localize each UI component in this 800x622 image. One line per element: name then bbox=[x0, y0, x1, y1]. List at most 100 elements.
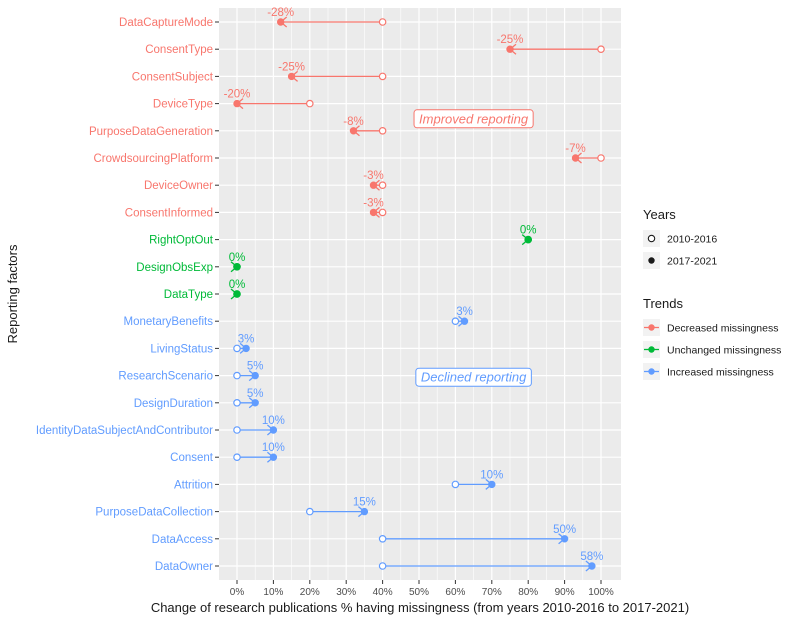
category-label: RightOptOut bbox=[149, 235, 214, 247]
point-2010-2016 bbox=[597, 154, 605, 162]
dumbbell-DeviceOwner: -3% bbox=[363, 170, 387, 191]
point-2010-2016 bbox=[378, 127, 387, 135]
legend-year-label: 2010-2016 bbox=[667, 234, 717, 246]
change-label: 50% bbox=[553, 524, 576, 536]
point-2010-2016 bbox=[597, 45, 605, 54]
point-2017-2021 bbox=[251, 399, 259, 407]
point-2010-2016 bbox=[378, 562, 387, 570]
point-2010-2016 bbox=[305, 507, 314, 516]
legend-trend-point bbox=[648, 324, 655, 331]
annotations: Improved reporting Declined reporting bbox=[413, 109, 534, 387]
point-2017-2021 bbox=[349, 127, 358, 135]
point-2010-2016 bbox=[233, 453, 241, 462]
dumbbell-IdentityDataSubjectAndContributor: 10% bbox=[233, 415, 285, 436]
legend-trend-label: Increased missingness bbox=[667, 367, 774, 379]
x-tick-label: 90% bbox=[555, 587, 575, 598]
point-2010-2016 bbox=[378, 18, 387, 26]
point-2010-2016 bbox=[378, 208, 387, 217]
change-label: -7% bbox=[565, 143, 585, 155]
legend: Years 2010-2016 2017-2021 Trends Decreased m… bbox=[643, 207, 781, 380]
legend-trend-label: Unchanged missingness bbox=[667, 345, 781, 357]
x-tick-label: 40% bbox=[373, 587, 393, 598]
point-2017-2021 bbox=[369, 181, 378, 189]
category-label: MonetaryBenefits bbox=[124, 316, 214, 328]
dumbbell-ConsentInformed: -3% bbox=[363, 197, 387, 218]
change-label: -20% bbox=[224, 89, 251, 101]
x-tick-label: 0% bbox=[230, 587, 245, 598]
change-label: 5% bbox=[247, 388, 264, 400]
point-2017-2021 bbox=[233, 99, 241, 108]
change-label: -25% bbox=[497, 34, 524, 46]
category-label: DeviceOwner bbox=[144, 180, 213, 192]
change-label: 3% bbox=[456, 306, 473, 318]
annotation-increased: Declined reporting bbox=[415, 367, 532, 387]
point-2010-2016 bbox=[233, 398, 241, 407]
point-2010-2016 bbox=[451, 480, 460, 489]
dumbbell-DataOwner: 58% bbox=[378, 551, 603, 572]
dumbbell-ConsentType: -25% bbox=[497, 34, 605, 55]
category-label: Consent bbox=[170, 452, 214, 464]
point-2017-2021 bbox=[276, 18, 285, 26]
x-tick-label: 50% bbox=[409, 587, 429, 598]
point-2010-2016 bbox=[451, 317, 460, 326]
dumbbell-DataAccess: 50% bbox=[378, 524, 576, 545]
dumbbell-Attrition: 10% bbox=[451, 469, 503, 490]
category-label: Attrition bbox=[174, 479, 213, 491]
y-axis-categories: DataCaptureMode ConsentType ConsentSubject… bbox=[36, 17, 219, 573]
annotation-box bbox=[413, 109, 534, 129]
annotation-text: Improved reporting bbox=[419, 111, 529, 126]
y-axis-title: Reporting factors bbox=[5, 244, 20, 343]
legend-open-circle bbox=[647, 234, 656, 243]
annotation-text: Declined reporting bbox=[421, 370, 527, 385]
dumbbell-DataCaptureMode: -28% bbox=[267, 7, 387, 28]
dumbbell-ConsentSubject: -25% bbox=[278, 61, 387, 82]
change-label: 5% bbox=[247, 361, 264, 373]
change-label: 3% bbox=[238, 333, 255, 345]
x-tick-label: 20% bbox=[300, 587, 320, 598]
change-label: -3% bbox=[363, 170, 383, 182]
x-tick-label: 30% bbox=[336, 587, 356, 598]
point-2017-2021 bbox=[251, 371, 259, 380]
category-label: ConsentType bbox=[145, 44, 213, 56]
category-label: DeviceType bbox=[153, 99, 213, 111]
category-label: ConsentSubject bbox=[132, 71, 214, 83]
point-2017-2021 bbox=[233, 290, 241, 298]
dumbbell-marks: -28% -25% -25% -20% -8% -7% -3% -3% 0% 0% 0% 3% 3% 5%… bbox=[224, 7, 605, 572]
change-label: 10% bbox=[262, 442, 285, 454]
change-label: 0% bbox=[229, 252, 246, 264]
x-axis-title: Change of research publications % having… bbox=[151, 600, 689, 615]
x-tick-label: 60% bbox=[445, 587, 465, 598]
point-2017-2021 bbox=[369, 208, 378, 217]
category-label: PurposeDataGeneration bbox=[89, 126, 213, 138]
point-2017-2021 bbox=[524, 235, 532, 244]
point-2017-2021 bbox=[287, 72, 296, 81]
x-tick-label: 10% bbox=[263, 587, 283, 598]
change-label: 10% bbox=[480, 469, 503, 481]
point-2010-2016 bbox=[378, 72, 387, 81]
x-tick-label: 100% bbox=[588, 587, 614, 598]
annotation-decreased: Improved reporting bbox=[413, 109, 534, 129]
category-label: DataType bbox=[164, 289, 213, 301]
category-label: LivingStatus bbox=[150, 343, 213, 355]
category-label: DataOwner bbox=[155, 561, 213, 573]
dumbbell-CrowdsourcingPlatform: -7% bbox=[565, 143, 605, 164]
dumbbell-Consent: 10% bbox=[233, 442, 285, 463]
category-label: ConsentInformed bbox=[125, 207, 213, 219]
category-label: DataCaptureMode bbox=[119, 17, 213, 29]
annotation-box bbox=[415, 367, 532, 387]
legend-filled-circle bbox=[648, 257, 655, 264]
dumbbell-DesignObsExp: 0% bbox=[229, 252, 246, 273]
point-2010-2016 bbox=[378, 181, 387, 190]
dumbbell-DesignDuration: 5% bbox=[233, 388, 264, 409]
category-label: PurposeDataCollection bbox=[95, 507, 213, 519]
dumbbell-DeviceType: -20% bbox=[224, 89, 314, 110]
point-2017-2021 bbox=[269, 426, 278, 434]
change-label: 58% bbox=[580, 551, 603, 563]
dumbbell-ResearchScenario: 5% bbox=[233, 361, 264, 382]
point-2010-2016 bbox=[305, 99, 314, 108]
change-label: -28% bbox=[267, 7, 294, 19]
point-2010-2016 bbox=[378, 534, 387, 543]
legend-year-label: 2017-2021 bbox=[667, 256, 717, 268]
point-2010-2016 bbox=[233, 344, 241, 353]
